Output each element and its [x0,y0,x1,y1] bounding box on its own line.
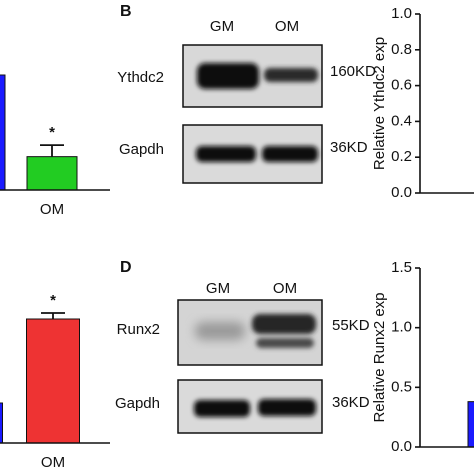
y-axis-label: Relative Runx2 exp [371,292,388,422]
protein-label: Runx2 [117,321,160,338]
bar [467,401,474,448]
y-tick-label: 0.8 [391,41,412,58]
blot [182,44,323,108]
lane-label: OM [275,18,299,35]
y-tick-label: 0.2 [391,148,412,165]
panel-letter: B [120,3,132,20]
size-label: 160KD [330,63,376,80]
blot [182,124,323,184]
protein-label: Gapdh [115,395,160,412]
size-label: 36KD [332,394,370,411]
lane-label: GM [206,280,230,297]
size-label: 36KD [330,139,368,156]
y-tick-label: 0.4 [391,112,412,129]
lane-label: GM [210,18,234,35]
y-axis-label: Relative Ythdc2 exp [371,37,388,170]
blot [177,299,323,366]
y-tick-label: 0.6 [391,77,412,94]
protein-label: Ythdc2 [117,69,164,86]
x-tick-label: OM [40,201,64,218]
error-bar [40,144,64,157]
bar [0,74,6,191]
significance-mark: * [49,124,55,141]
y-tick-label: 1.0 [391,5,412,22]
x-tick-label: OM [41,454,65,471]
significance-mark: * [50,292,56,309]
error-bar [41,312,65,319]
blot [177,379,323,434]
protein-label: Gapdh [119,141,164,158]
lane-label: OM [273,280,297,297]
y-tick-label: 0.0 [391,184,412,201]
y-tick-label: 0.0 [391,438,412,455]
bar [26,318,80,444]
bar [0,402,3,444]
y-tick-label: 1.5 [391,259,412,276]
panel-letter: D [120,259,132,276]
y-tick-label: 1.0 [391,319,412,336]
bar [26,156,78,191]
size-label: 55KD [332,317,370,334]
y-tick-label: 0.5 [391,378,412,395]
